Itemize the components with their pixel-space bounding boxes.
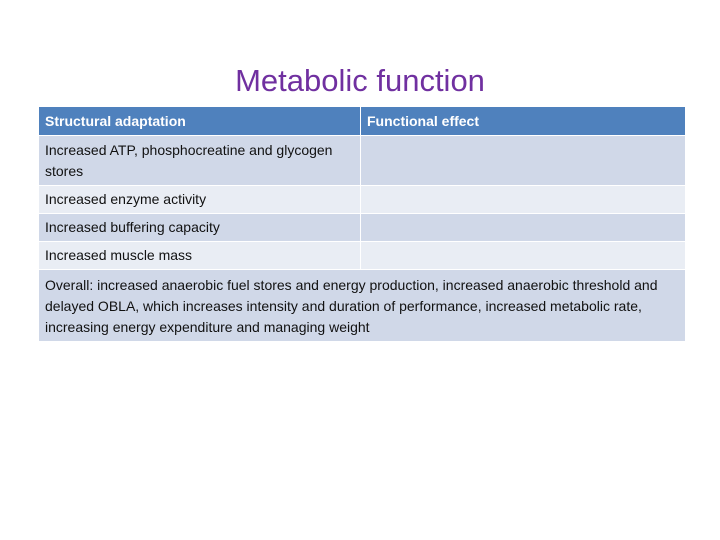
slide-title: Metabolic function: [235, 63, 485, 98]
table-row: Increased buffering capacity: [38, 213, 686, 242]
header-functional-effect: Functional effect: [360, 106, 686, 136]
adaptation-cell: Increased enzyme activity: [38, 185, 361, 214]
adaptation-cell: Increased muscle mass: [38, 241, 361, 270]
effect-cell: [360, 135, 686, 186]
effect-cell: [360, 213, 686, 242]
adaptation-table: Structural adaptation Functional effect …: [38, 106, 686, 342]
header-structural-adaptation: Structural adaptation: [38, 106, 361, 136]
effect-cell: [360, 241, 686, 270]
table-row: Increased ATP, phosphocreatine and glyco…: [38, 135, 686, 186]
summary-cell: Overall: increased anaerobic fuel stores…: [38, 269, 686, 342]
summary-row: Overall: increased anaerobic fuel stores…: [38, 269, 686, 342]
table-row: Increased muscle mass: [38, 241, 686, 270]
adaptation-cell: Increased buffering capacity: [38, 213, 361, 242]
effect-cell: [360, 185, 686, 214]
table-header-row: Structural adaptation Functional effect: [38, 106, 686, 136]
table-row: Increased enzyme activity: [38, 185, 686, 214]
adaptation-cell: Increased ATP, phosphocreatine and glyco…: [38, 135, 361, 186]
